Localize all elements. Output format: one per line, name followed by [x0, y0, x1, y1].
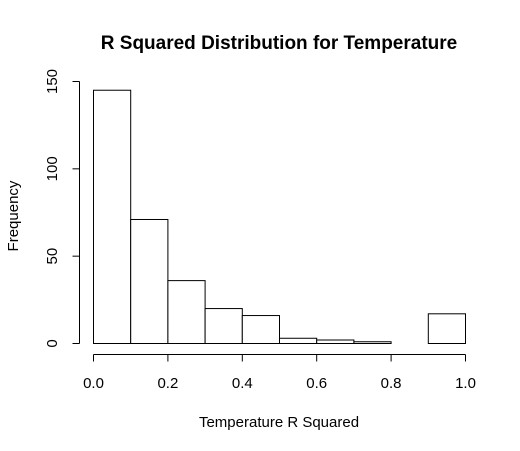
x-tick-label-0: 0.0 — [83, 375, 104, 392]
histogram-bar-5 — [279, 337, 318, 345]
histogram-bar-4 — [241, 315, 281, 345]
histogram-bar-6 — [316, 339, 355, 344]
x-tick-label-4: 0.8 — [381, 375, 402, 392]
x-tick-label-3: 0.6 — [306, 375, 327, 392]
chart-title: R Squared Distribution for Temperature — [101, 33, 457, 54]
y-tick-label-1: 50 — [44, 248, 61, 265]
histogram-bar-9 — [427, 313, 466, 345]
histogram-bar-0 — [93, 89, 132, 344]
x-tick-label-1: 0.2 — [157, 375, 178, 392]
y-axis: 0 50 100 150 — [44, 69, 80, 348]
x-axis: 0.0 0.2 0.4 0.6 0.8 1.0 — [83, 354, 476, 392]
bars-group — [93, 89, 466, 345]
y-tick-label-0: 0 — [44, 339, 61, 347]
histogram-bar-1 — [130, 218, 169, 344]
histogram-bar-2 — [167, 280, 206, 344]
y-tick-label-3: 150 — [44, 69, 61, 94]
y-tick-label-2: 100 — [44, 156, 61, 181]
x-tick-label-2: 0.4 — [232, 375, 253, 392]
x-axis-label: Temperature R Squared — [199, 414, 359, 431]
x-tick-label-5: 1.0 — [455, 375, 476, 392]
y-axis-label: Frequency — [5, 180, 22, 251]
histogram-bar-7 — [353, 341, 392, 344]
histogram-bar-3 — [204, 308, 243, 345]
